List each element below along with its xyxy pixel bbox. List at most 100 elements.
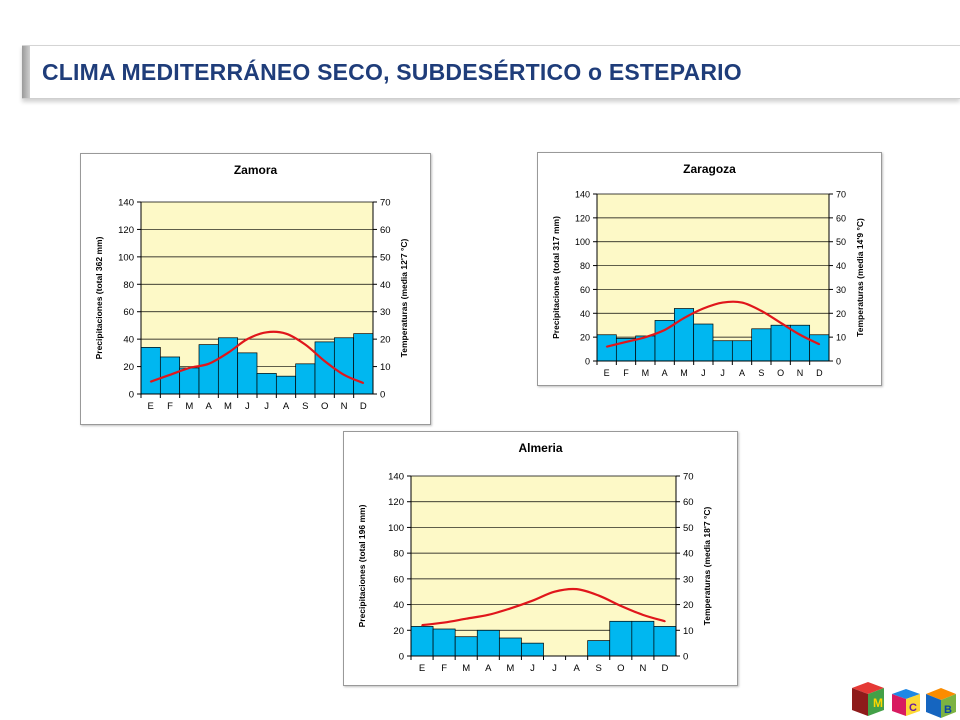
zamora-bar-5 — [217, 337, 239, 395]
zamora-bar-1 — [140, 347, 161, 395]
chart-almeria-svg: Almeria 0 20 40 60 80 100 120 140 0 10 20 30 40 50 60 70… — [357, 441, 712, 674]
logo-letter: M — [873, 696, 883, 710]
y-tick-label-right: 20 — [683, 600, 694, 611]
x-tick-label: A — [205, 401, 212, 412]
x-tick-label: M — [642, 368, 650, 378]
almeria-bar-5 — [498, 637, 522, 657]
x-tick-label: A — [485, 663, 492, 674]
y-axis-title-right: Temperaturas (media 18'7 °C) — [702, 507, 712, 626]
zaragoza-temperature-point-8 — [741, 301, 743, 304]
almeria-bar-3 — [454, 636, 478, 657]
x-tick-label: J — [264, 401, 269, 412]
zamora-temperature-point-4 — [207, 363, 210, 365]
y-tick-label-right: 50 — [683, 523, 694, 534]
x-tick-label: E — [147, 401, 153, 412]
y-tick-label-left: 20 — [123, 362, 134, 373]
y-tick-label-left: 20 — [580, 333, 590, 343]
y-tick-label-right: 40 — [836, 261, 846, 271]
zamora-bar-11 — [333, 337, 355, 395]
almeria-temperature-point-3 — [465, 617, 468, 620]
y-axis-title-left: Precipitaciones (total 362 mm) — [94, 236, 104, 359]
almeria-temperature-point-10 — [619, 605, 622, 607]
y-tick-label-right: 30 — [836, 285, 846, 295]
page-title: CLIMA MEDITERRÁNEO SECO, SUBDESÉRTICO o … — [42, 59, 742, 85]
zamora-temperature-point-1 — [149, 380, 152, 383]
chart-title: Almeria — [518, 441, 562, 455]
y-tick-label-left: 100 — [575, 237, 590, 247]
x-tick-label: N — [341, 401, 348, 412]
x-tick-label: S — [758, 368, 764, 378]
title-accent-bar — [22, 46, 30, 98]
zaragoza-temperature-point-3 — [644, 336, 647, 338]
y-tick-label-right: 70 — [683, 472, 694, 483]
chart-zaragoza: Zaragoza 0 20 40 60 80 100 120 140 0 10 20 30 40 50 60 7… — [537, 152, 882, 386]
zamora-bar-12 — [353, 333, 374, 395]
y-axis-title-left: Precipitaciones (total 317 mm) — [551, 216, 561, 339]
chart-zamora: Zamora 0 20 40 60 80 100 120 140 0 10 20 30 40 50 60 70 E… — [80, 153, 431, 425]
zaragoza-bar-1 — [596, 334, 617, 362]
x-tick-label: N — [797, 368, 804, 378]
y-tick-label-right: 70 — [836, 190, 846, 200]
y-tick-label-right: 50 — [836, 237, 846, 247]
zamora-temperature-line — [150, 330, 364, 385]
y-tick-label-left: 0 — [399, 652, 404, 663]
y-tick-label-left: 80 — [580, 261, 590, 271]
zaragoza-bar-10 — [770, 324, 791, 362]
zaragoza-temperature-point-4 — [663, 329, 666, 331]
y-tick-label-right: 40 — [380, 280, 391, 291]
chart-title: Zaragoza — [683, 162, 736, 176]
zamora-temperature-point-6 — [246, 338, 249, 340]
almeria-temperature-point-11 — [642, 614, 644, 616]
y-axis-title-left: Precipitaciones (total 196 mm) — [357, 504, 367, 627]
chart-almeria: Almeria 0 20 40 60 80 100 120 140 0 10 20 30 40 50 60 70… — [343, 431, 738, 686]
x-tick-label: J — [701, 368, 706, 378]
zamora-bar-3 — [179, 367, 200, 395]
y-tick-label-right: 10 — [836, 333, 846, 343]
x-tick-label: D — [662, 663, 669, 674]
zaragoza-bar-6 — [693, 323, 714, 362]
x-tick-label: O — [321, 401, 328, 412]
zaragoza-temperature-point-7 — [721, 301, 724, 304]
x-tick-label: F — [623, 368, 629, 378]
zamora-temperature-point-3 — [188, 367, 191, 369]
x-tick-label: D — [816, 368, 823, 378]
zamora-temperature-point-10 — [323, 360, 326, 362]
zaragoza-bar-5 — [673, 308, 695, 362]
almeria-temperature-point-8 — [575, 588, 578, 590]
zaragoza-temperature-point-6 — [702, 307, 705, 310]
y-tick-label-right: 20 — [836, 309, 846, 319]
y-tick-label-left: 100 — [388, 523, 404, 534]
y-tick-label-right: 0 — [683, 652, 688, 663]
y-tick-label-left: 120 — [118, 225, 134, 236]
x-tick-label: J — [552, 663, 557, 674]
almeria-bar-12 — [653, 626, 677, 657]
y-tick-label-right: 40 — [683, 549, 694, 560]
y-tick-label-left: 100 — [118, 252, 134, 263]
zaragoza-bar-8 — [731, 340, 753, 362]
y-tick-label-left: 40 — [580, 309, 590, 319]
zaragoza-temperature-point-12 — [818, 343, 821, 346]
y-tick-label-left: 20 — [393, 626, 404, 637]
y-tick-label-right: 10 — [380, 362, 391, 373]
almeria-bar-4 — [476, 629, 500, 657]
y-tick-label-left: 60 — [393, 574, 404, 585]
y-tick-label-left: 0 — [585, 357, 590, 367]
y-tick-label-left: 140 — [575, 190, 590, 200]
x-tick-label: O — [617, 663, 624, 674]
zamora-temperature-point-11 — [343, 374, 345, 376]
x-tick-label: A — [662, 368, 668, 378]
cube-c-icon: C — [892, 689, 920, 716]
x-tick-label: M — [506, 663, 514, 674]
almeria-bar-6 — [521, 642, 544, 657]
almeria-temperature-line — [421, 587, 666, 627]
zaragoza-temperature-point-2 — [625, 341, 627, 343]
logo-cubes-icon: M C B — [852, 682, 956, 718]
x-tick-label: A — [283, 401, 290, 412]
zamora-bar-7 — [256, 373, 277, 395]
zamora-temperature-point-12 — [362, 382, 365, 384]
zamora-temperature-point-5 — [227, 352, 229, 354]
zamora-bar-6 — [237, 352, 258, 395]
zaragoza-bar-9 — [751, 328, 772, 362]
chart-zaragoza-svg: Zaragoza 0 20 40 60 80 100 120 140 0 10 20 30 40 50 60 7… — [551, 162, 865, 378]
y-tick-label-right: 70 — [380, 198, 391, 209]
